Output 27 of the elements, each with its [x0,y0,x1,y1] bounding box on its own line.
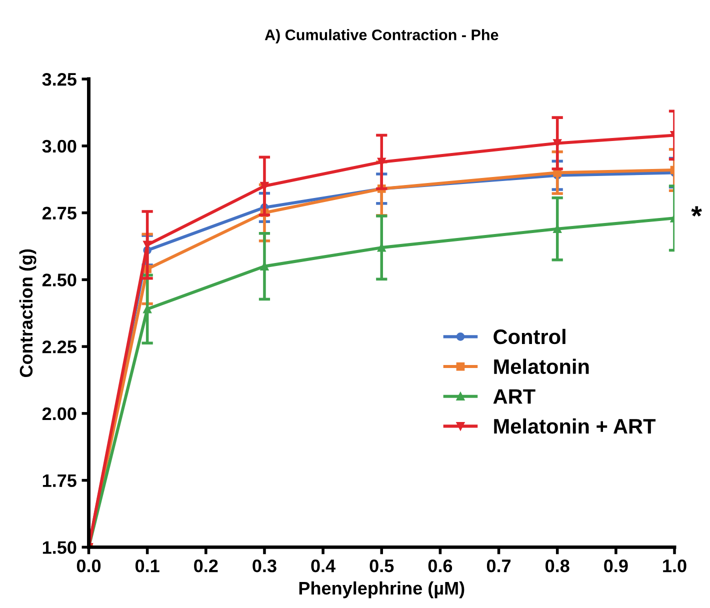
x-tick-label: 0.8 [546,559,570,572]
x-tick-label: 0.1 [135,559,160,572]
y-tick-label: 2.25 [42,340,76,354]
y-tick-label: 1.50 [42,541,76,554]
y-tick-label: 2.50 [42,274,76,286]
annotation: * [691,206,702,217]
x-tick-label: 1.0 [663,559,686,572]
x-axis-title: Phenylephrine (µM) [299,581,464,598]
y-tick-label: 3.00 [42,140,76,153]
x-tick-label: 0.7 [486,559,511,572]
y-axis-title: Contraction (g) [19,249,36,378]
legend-label: Melatonin + ART [494,418,656,434]
x-tick-label: 0.5 [370,559,394,572]
legend-label: ART [493,389,536,404]
x-tick-label: 0.2 [194,559,218,572]
x-tick-label: 0.3 [252,559,276,572]
x-tick-label: 0.6 [428,559,452,572]
y-tick-label: 1.75 [42,474,76,488]
y-tick-label: 3.25 [42,72,76,86]
x-tick-label: 0.9 [604,559,628,572]
legend-label: Control [494,328,566,344]
x-tick-label: 0.4 [311,559,336,572]
chart-title: A) Cumulative Contraction - Phe [264,29,498,44]
y-tick-label: 2.75 [42,206,76,220]
x-tick-label: 0.0 [76,559,101,572]
legend-label: Melatonin [494,358,589,374]
y-tick-label: 2.00 [42,407,76,420]
